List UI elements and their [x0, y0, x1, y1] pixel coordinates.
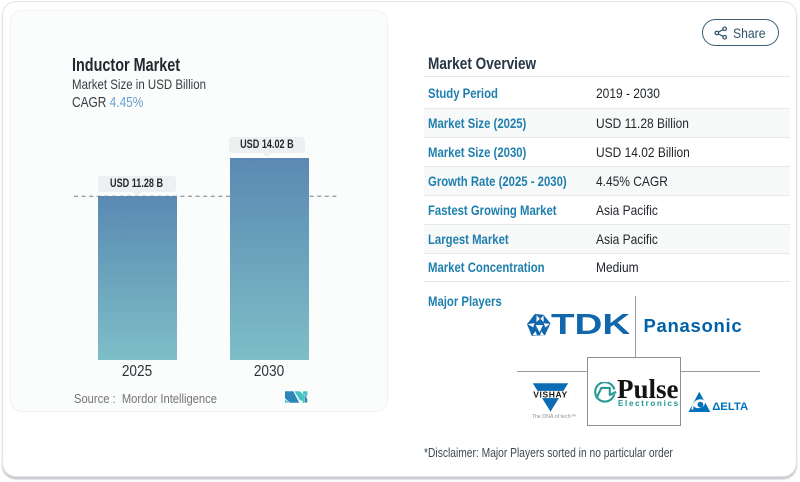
svg-text:ΔELTA: ΔELTA: [712, 400, 748, 412]
svg-text:VISHAY: VISHAY: [533, 389, 567, 399]
